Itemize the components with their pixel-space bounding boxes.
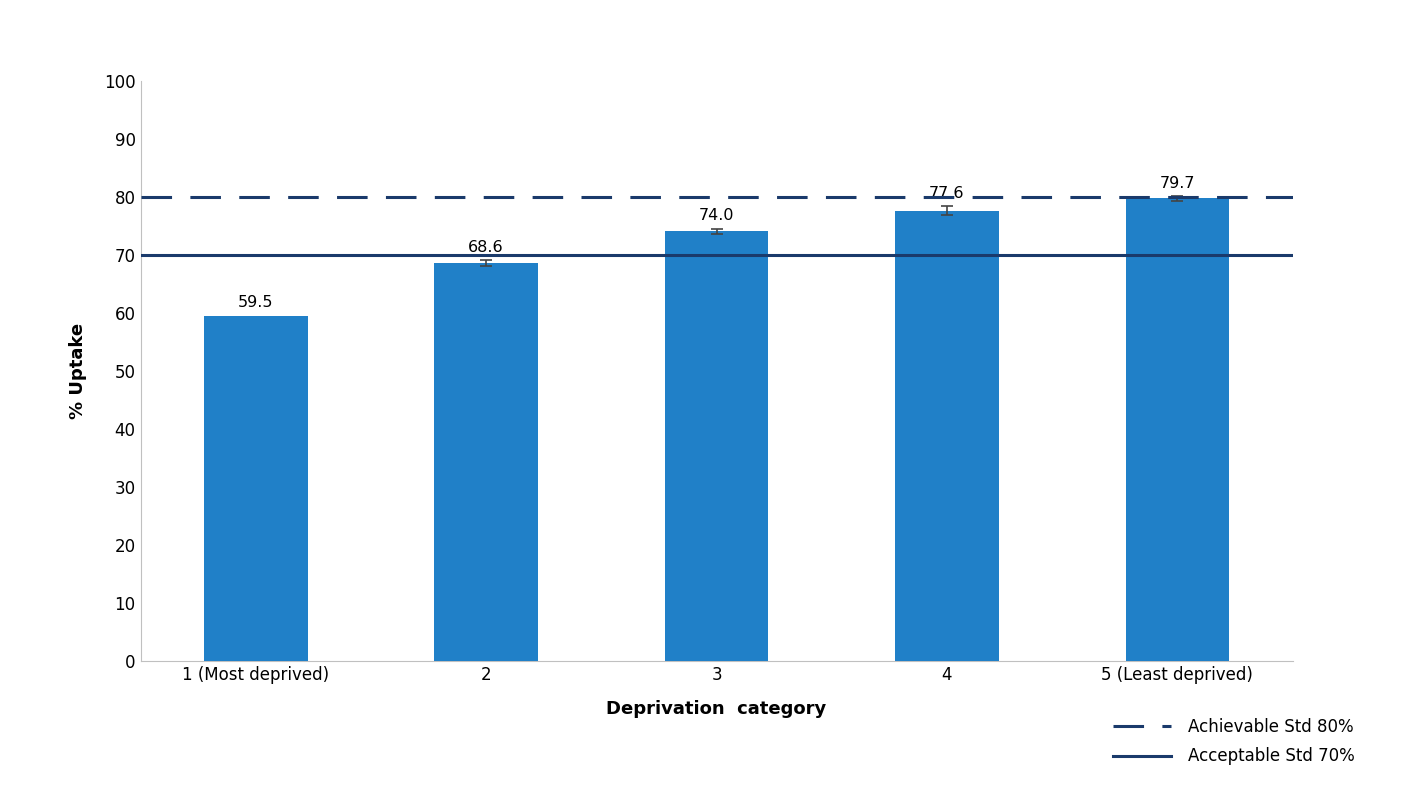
- Bar: [665, 231, 769, 661]
- Bar: [204, 316, 308, 661]
- Bar: [1125, 198, 1229, 661]
- Text: 59.5: 59.5: [237, 295, 274, 310]
- Bar: [434, 263, 538, 661]
- Text: 68.6: 68.6: [468, 239, 504, 255]
- Text: 74.0: 74.0: [698, 209, 735, 223]
- Bar: [895, 210, 999, 661]
- Text: 79.7: 79.7: [1159, 176, 1196, 191]
- Text: 77.6: 77.6: [929, 185, 965, 201]
- X-axis label: Deprivation  category: Deprivation category: [607, 700, 826, 718]
- Legend: Achievable Std 80%, Acceptable Std 70%: Achievable Std 80%, Acceptable Std 70%: [1113, 718, 1354, 766]
- Y-axis label: % Uptake: % Uptake: [69, 322, 87, 419]
